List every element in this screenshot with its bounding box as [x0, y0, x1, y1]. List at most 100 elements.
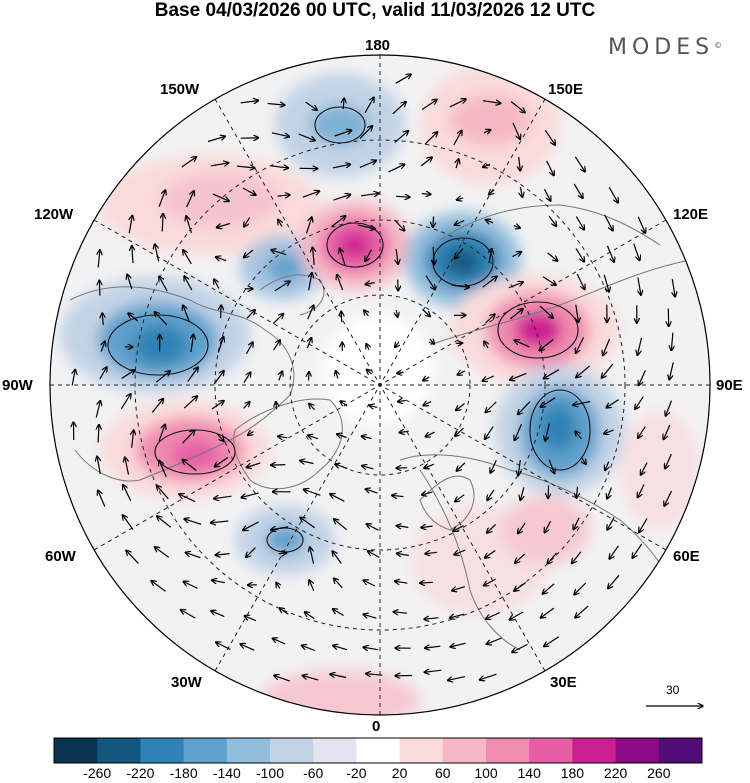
wind-vector [185, 552, 201, 559]
wind-vector [396, 196, 410, 197]
wind-vector [421, 526, 433, 528]
wind-vector [243, 372, 251, 383]
wind-vector [606, 399, 619, 408]
anomaly-siberian-low-core [447, 249, 479, 275]
wind-vector [330, 674, 347, 679]
wind-vector [576, 486, 577, 499]
wind-vector [425, 646, 441, 648]
map-disc [50, 55, 710, 715]
wind-vector [214, 457, 229, 467]
wind-vector [484, 341, 488, 349]
wind-vector [271, 527, 289, 530]
coast-siberia [429, 204, 691, 346]
wind-vector [450, 613, 465, 618]
wind-vector [123, 515, 134, 530]
wind-vector [450, 642, 466, 647]
wind-vector [575, 605, 589, 618]
wind-vector [396, 248, 398, 264]
wind-vector [605, 461, 609, 471]
wind-vector [186, 191, 195, 208]
brand-logo: MODES© [608, 35, 722, 60]
wind-vector [639, 518, 648, 533]
contour-central-siberia-high [497, 301, 579, 359]
wind-vector [363, 580, 376, 587]
wind-vector [669, 362, 674, 379]
wind-vector [394, 219, 405, 231]
wind-vector [243, 402, 250, 409]
wind-vector [155, 371, 170, 383]
wind-vector [425, 431, 435, 437]
wind-vector [313, 247, 315, 265]
wind-vector [72, 369, 75, 386]
wind-vector [423, 377, 430, 381]
wind-vector [512, 122, 520, 139]
contour-east-siberian-high [326, 222, 384, 268]
anomaly-east-siberian-high-core [340, 233, 370, 257]
anomaly-central-siberia-high-core [514, 312, 562, 348]
wind-vector [422, 309, 431, 317]
wind-vector [274, 675, 291, 682]
wind-vector [271, 132, 290, 137]
wind-vector [486, 637, 502, 644]
wind-vector [485, 314, 495, 324]
wind-vector [433, 246, 434, 265]
wind-vector [302, 675, 319, 681]
wind-vector [364, 310, 369, 317]
wind-vector [420, 157, 432, 167]
wind-vector [217, 337, 223, 353]
contour-lines [107, 106, 591, 553]
wind-vector [485, 550, 496, 559]
wind-vector [333, 194, 351, 201]
wind-vector [453, 130, 462, 146]
wind-vector [483, 130, 491, 133]
wind-vector [518, 522, 526, 534]
wind-vector [509, 611, 524, 620]
wind-vector [396, 526, 409, 528]
wind-vector [335, 464, 348, 469]
wind-vector [539, 338, 554, 350]
wind-vector [638, 484, 645, 498]
wind-vector [490, 460, 497, 473]
wind-vector [638, 426, 646, 439]
wind-vector [456, 462, 466, 471]
wind-vector [99, 280, 100, 296]
wind-vector [99, 367, 107, 380]
wind-vector [608, 574, 620, 588]
wind-vector [101, 341, 105, 352]
wind-vector [485, 220, 494, 223]
wind-vector [489, 249, 492, 263]
wind-vector [392, 495, 404, 496]
wind-vector [664, 490, 673, 506]
wind-vector [576, 337, 585, 353]
wind-vector [214, 279, 220, 289]
wind-vector [298, 133, 316, 141]
wind-vector [300, 461, 314, 464]
map-title: Base 04/03/2026 00 UTC, valid 11/03/2026… [154, 0, 596, 21]
wind-vector [340, 401, 348, 406]
wind-vector [369, 405, 378, 407]
wind-vector [366, 369, 371, 374]
lon-label-30w: 30W [171, 674, 202, 691]
wind-vector [398, 279, 399, 291]
wind-vector [334, 519, 348, 531]
wind-vector [454, 549, 466, 555]
colorbar-tick-label: 180 [560, 765, 585, 781]
wind-vector [216, 433, 224, 442]
wind-vector [307, 305, 314, 320]
colorbar-tick-label: -220 [126, 765, 155, 781]
wind-vector [509, 309, 523, 320]
wind-vector [607, 517, 615, 530]
wind-vector [309, 372, 310, 381]
coast-north-america [69, 286, 295, 482]
colorbar-tick-label: 60 [435, 765, 451, 781]
wind-vector [151, 581, 166, 592]
wind-vector [603, 274, 609, 292]
wind-vector [512, 252, 521, 258]
wind-vector [513, 226, 521, 229]
wind-vector [366, 524, 379, 531]
wind-vector [244, 217, 251, 227]
wind-vector [396, 309, 397, 317]
wind-vector [582, 457, 587, 465]
wind-vector [607, 487, 613, 499]
colorbar-tick-label: -100 [255, 765, 285, 781]
